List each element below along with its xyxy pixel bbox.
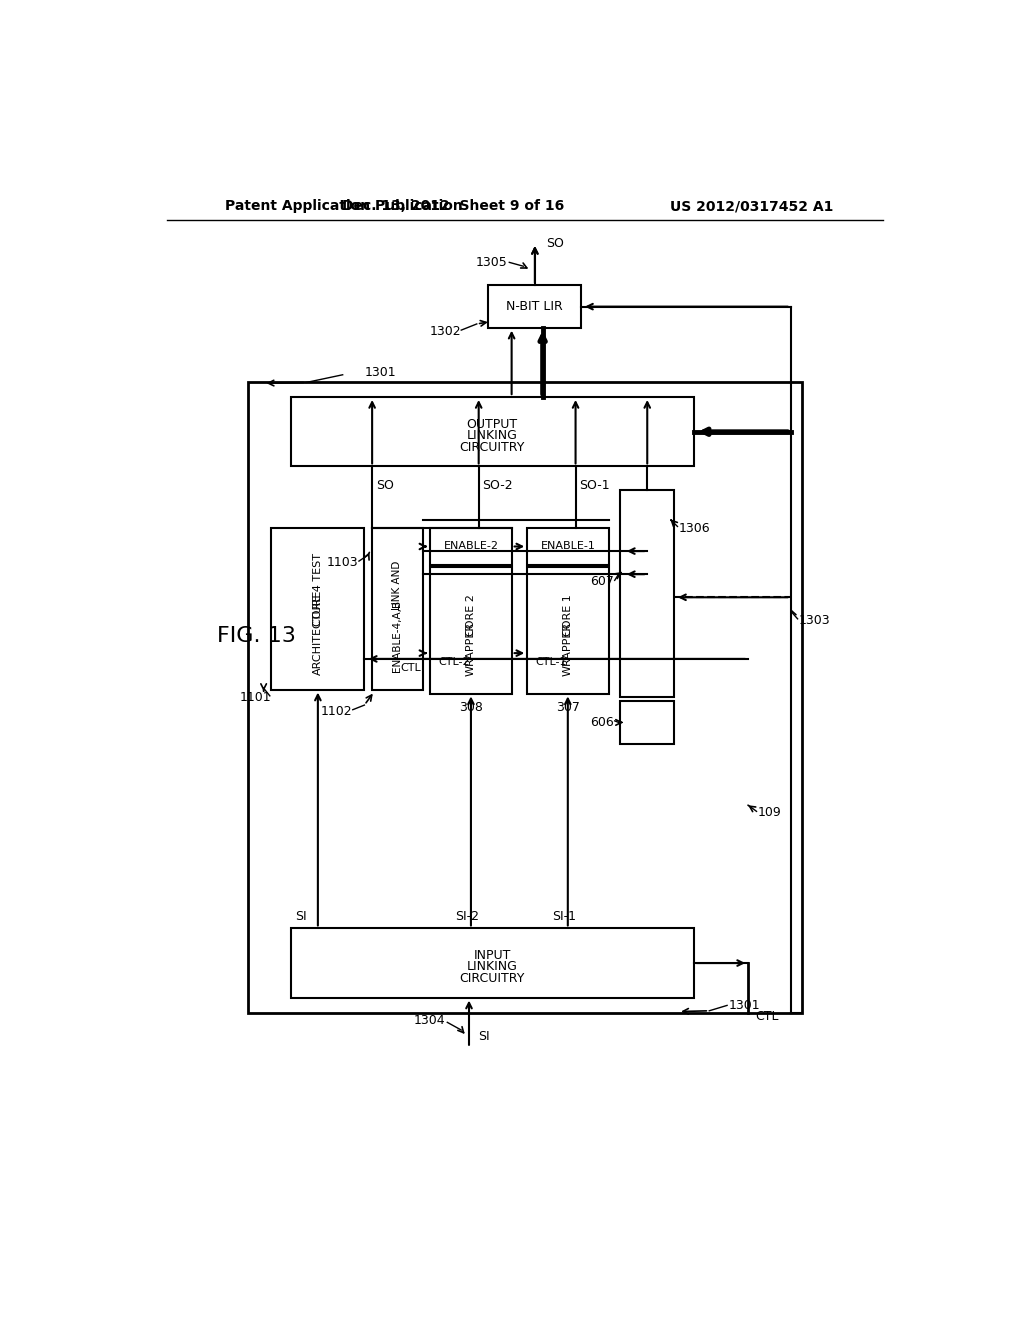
Text: 1304: 1304 [414, 1014, 445, 1027]
Text: LINKING: LINKING [467, 961, 518, 973]
Text: 1303: 1303 [799, 614, 830, 627]
Text: LINK AND: LINK AND [392, 561, 402, 610]
Text: CIRCUITRY: CIRCUITRY [460, 441, 525, 454]
Bar [372, 528, 423, 689]
Text: US 2012/0317452 A1: US 2012/0317452 A1 [671, 199, 834, 213]
Text: 308: 308 [459, 701, 483, 714]
Text: CORE 1: CORE 1 [563, 594, 572, 635]
Text: 307: 307 [556, 701, 580, 714]
Text: LINKING: LINKING [467, 429, 518, 442]
Text: SO: SO [547, 236, 564, 249]
Text: CTL: CTL [756, 1010, 779, 1023]
Text: FIG. 13: FIG. 13 [217, 626, 296, 645]
Bar [527, 528, 608, 565]
Text: 1301: 1301 [365, 366, 396, 379]
Text: N-BIT LIR: N-BIT LIR [507, 300, 563, 313]
Bar [271, 528, 365, 689]
Text: ENABLE-2: ENABLE-2 [443, 541, 499, 552]
Text: OUTPUT: OUTPUT [467, 417, 518, 430]
Bar [527, 566, 608, 693]
Text: INPUT: INPUT [473, 949, 511, 962]
Text: ARCHITECTURE: ARCHITECTURE [313, 589, 323, 675]
Bar [430, 566, 512, 693]
Text: 1103: 1103 [327, 556, 358, 569]
Text: CORE 4 TEST: CORE 4 TEST [313, 553, 323, 626]
Bar [621, 490, 675, 697]
Bar [488, 285, 582, 327]
Text: 1306: 1306 [678, 521, 710, 535]
Text: 1301: 1301 [729, 999, 760, 1012]
Bar [291, 928, 693, 998]
Text: SI-2: SI-2 [455, 911, 479, 924]
Text: CTL-2: CTL-2 [438, 657, 470, 668]
Text: 109: 109 [758, 807, 781, 820]
Text: 607: 607 [590, 576, 614, 589]
Text: SO-1: SO-1 [580, 479, 610, 492]
Text: ENABLE-4,A,B: ENABLE-4,A,B [392, 599, 402, 672]
Text: SI-1: SI-1 [552, 911, 575, 924]
Text: 1305: 1305 [476, 256, 508, 269]
Text: CTL-1: CTL-1 [535, 657, 566, 668]
Text: WRAPPER: WRAPPER [466, 622, 476, 676]
Text: SO-2: SO-2 [482, 479, 513, 492]
Text: 1102: 1102 [322, 705, 352, 718]
Text: 606: 606 [590, 715, 614, 729]
Text: ENABLE-1: ENABLE-1 [541, 541, 595, 552]
Bar [621, 701, 675, 743]
Text: CORE 2: CORE 2 [466, 594, 476, 635]
Bar [248, 381, 802, 1014]
Bar [430, 528, 512, 565]
Bar [291, 397, 693, 466]
Text: SO: SO [376, 479, 394, 492]
Text: Patent Application Publication: Patent Application Publication [225, 199, 463, 213]
Text: SI: SI [478, 1030, 489, 1043]
Text: WRAPPER: WRAPPER [563, 622, 572, 676]
Text: CIRCUITRY: CIRCUITRY [460, 972, 525, 985]
Text: SI: SI [295, 911, 306, 924]
Text: Dec. 13, 2012  Sheet 9 of 16: Dec. 13, 2012 Sheet 9 of 16 [342, 199, 564, 213]
Text: CTL: CTL [400, 663, 421, 673]
Text: 1302: 1302 [430, 325, 461, 338]
Text: 1101: 1101 [240, 690, 271, 704]
